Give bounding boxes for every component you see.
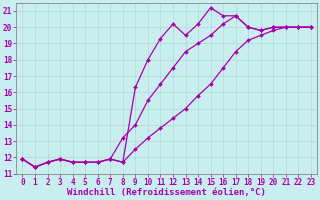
X-axis label: Windchill (Refroidissement éolien,°C): Windchill (Refroidissement éolien,°C) [67, 188, 266, 197]
